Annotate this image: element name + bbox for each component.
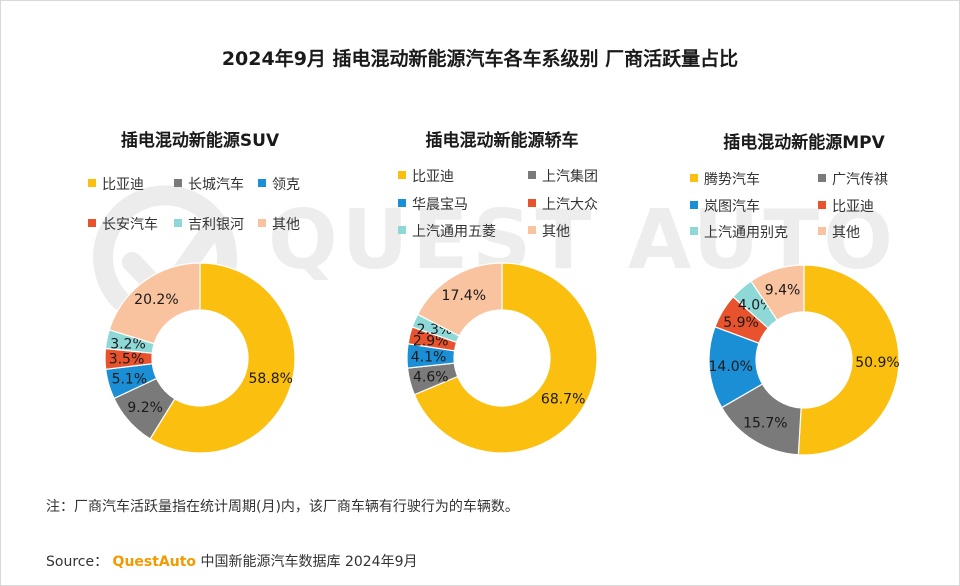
slice-label: 50.9% xyxy=(855,355,899,371)
legend-swatch xyxy=(528,226,536,234)
footnote: 注：厂商汽车活跃量指在统计周期(月)内，该厂商车辆有行驶行为的车辆数。 xyxy=(46,499,519,515)
legend-swatch xyxy=(528,199,536,207)
legend-item: 比亚迪 xyxy=(88,174,144,194)
slice-label: 2.9% xyxy=(413,333,449,349)
legend-item: 其他 xyxy=(258,214,300,234)
chart-title: 2024年9月 插电混动新能源汽车各车系级别 厂商活跃量占比 xyxy=(221,48,739,70)
watermark-logo-icon xyxy=(93,185,237,310)
legend-swatch xyxy=(398,199,406,207)
legend-item: 比亚迪 xyxy=(398,166,454,186)
legend-item: 上汽通用五菱 xyxy=(398,221,496,241)
legend-label: 上汽集团 xyxy=(542,169,598,185)
legend-label: 华晨宝马 xyxy=(412,197,468,213)
legend-swatch xyxy=(690,201,698,209)
panel-title: 插电混动新能源SUV xyxy=(120,131,280,151)
legend-label: 长安汽车 xyxy=(102,217,158,233)
legend-item: 上汽通用别克 xyxy=(690,222,788,242)
source-text: 中国新能源汽车数据库 2024年9月 xyxy=(200,554,418,570)
legend-item: 岚图汽车 xyxy=(690,196,760,216)
legend-label: 岚图汽车 xyxy=(704,199,760,215)
panel-title: 插电混动新能源MPV xyxy=(723,133,885,153)
legend-swatch xyxy=(690,174,698,182)
legend-item: 其他 xyxy=(528,221,570,241)
legend-item: 上汽大众 xyxy=(528,194,598,214)
legend-swatch xyxy=(398,226,406,234)
legend-item: 腾势汽车 xyxy=(690,169,760,189)
slice-label: 4.6% xyxy=(413,369,449,385)
legend-swatch xyxy=(88,219,96,227)
legend-swatch xyxy=(818,174,826,182)
slice-label: 3.5% xyxy=(109,352,145,368)
legend-swatch xyxy=(174,219,182,227)
legend-label: 腾势汽车 xyxy=(704,172,760,188)
legend-item: 领克 xyxy=(258,174,300,194)
legend-label: 比亚迪 xyxy=(102,177,144,193)
legend-label: 其他 xyxy=(832,225,860,241)
slice-label: 5.9% xyxy=(723,315,759,331)
legend-label: 其他 xyxy=(272,217,300,233)
legend-swatch xyxy=(88,179,96,187)
legend-label: 吉利银河 xyxy=(188,217,244,233)
slice-label: 14.0% xyxy=(709,359,753,375)
panel-title: 插电混动新能源轿车 xyxy=(425,131,579,151)
slice-label: 9.2% xyxy=(127,400,163,416)
legend-swatch xyxy=(818,227,826,235)
slice-label: 3.2% xyxy=(110,336,146,352)
slice-label: 20.2% xyxy=(134,292,178,308)
legend-label: 领克 xyxy=(272,177,300,193)
source-label: Source： xyxy=(46,554,109,570)
legend-swatch xyxy=(528,171,536,179)
legend-label: 长城汽车 xyxy=(188,177,244,193)
donut-slice xyxy=(108,262,201,345)
legend-label: 上汽通用别克 xyxy=(704,225,788,241)
legend-swatch xyxy=(398,171,406,179)
legend-label: 上汽通用五菱 xyxy=(412,224,496,240)
slice-label: 68.7% xyxy=(541,392,585,408)
legend-swatch xyxy=(174,179,182,187)
legend-item: 长安汽车 xyxy=(88,214,158,234)
legend-item: 上汽集团 xyxy=(528,166,598,186)
legend-label: 上汽大众 xyxy=(542,197,598,213)
slice-label: 58.8% xyxy=(248,371,292,387)
legend-item: 华晨宝马 xyxy=(398,194,468,214)
legend-label: 比亚迪 xyxy=(412,169,454,185)
legend-label: 广汽传祺 xyxy=(832,172,888,188)
legend-item: 比亚迪 xyxy=(818,196,874,216)
legend-item: 长城汽车 xyxy=(174,174,244,194)
donut-slice xyxy=(750,264,805,321)
legend-swatch xyxy=(690,227,698,235)
legend-label: 其他 xyxy=(542,224,570,240)
source-line: Source： QuestAuto 中国新能源汽车数据库 2024年9月 xyxy=(46,551,418,571)
legend-item: 广汽传祺 xyxy=(818,169,888,189)
slice-label: 5.1% xyxy=(112,371,148,387)
legend-item: 其他 xyxy=(818,222,860,242)
slice-label: 17.4% xyxy=(442,288,486,304)
legend-item: 吉利银河 xyxy=(174,214,244,234)
legend-swatch xyxy=(818,201,826,209)
source-brand: QuestAuto xyxy=(112,554,197,570)
slice-label: 4.1% xyxy=(411,349,447,365)
legend-label: 比亚迪 xyxy=(832,199,874,215)
slice-label: 15.7% xyxy=(743,416,787,432)
donut-slice xyxy=(797,264,900,456)
donut-slice xyxy=(416,262,503,337)
donut-slice xyxy=(413,262,598,454)
legend-swatch xyxy=(258,179,266,187)
slice-label: 9.4% xyxy=(765,283,801,299)
donut-slice xyxy=(149,262,296,454)
legend-swatch xyxy=(258,219,266,227)
